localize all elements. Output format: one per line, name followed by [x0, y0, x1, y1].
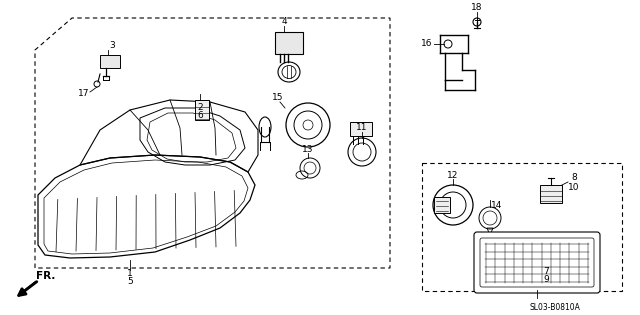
Text: 6: 6	[197, 112, 203, 121]
Text: 5: 5	[127, 278, 133, 287]
FancyBboxPatch shape	[474, 232, 600, 293]
Bar	[434, 197, 450, 213]
Text: 4: 4	[281, 18, 287, 26]
Text: 14: 14	[492, 202, 502, 210]
Text: 15: 15	[272, 94, 284, 102]
Bar	[422, 163, 622, 291]
Text: 1: 1	[127, 270, 133, 278]
Bar	[540, 185, 562, 203]
Text: 9: 9	[543, 276, 549, 284]
Text: 12: 12	[447, 170, 459, 180]
Bar	[195, 100, 209, 120]
Text: 10: 10	[568, 184, 580, 192]
Text: FR.: FR.	[36, 271, 56, 281]
Bar	[350, 122, 372, 136]
Text: 16: 16	[421, 39, 433, 49]
Text: 2: 2	[197, 104, 203, 112]
Text: 11: 11	[356, 123, 368, 133]
Text: 8: 8	[571, 174, 577, 182]
Text: 18: 18	[471, 3, 483, 13]
Text: SL03-B0810A: SL03-B0810A	[529, 303, 580, 312]
Text: 13: 13	[302, 145, 314, 153]
Text: 3: 3	[109, 42, 115, 50]
Text: 17: 17	[78, 89, 90, 99]
Bar	[275, 32, 303, 54]
Text: 7: 7	[543, 267, 549, 277]
Bar	[100, 55, 120, 68]
FancyBboxPatch shape	[480, 238, 594, 287]
